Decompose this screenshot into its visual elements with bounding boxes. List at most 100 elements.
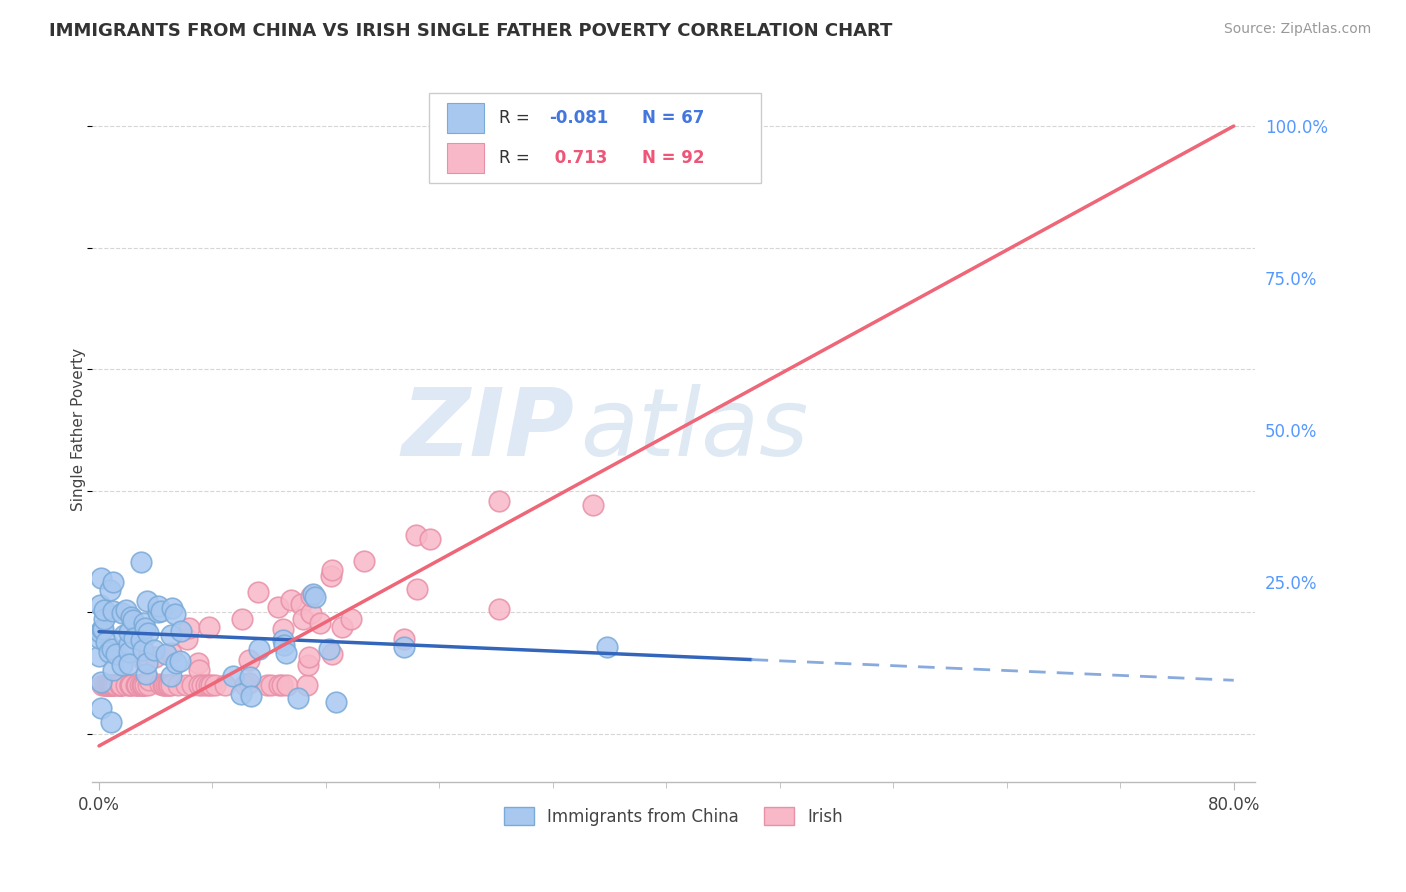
Point	[238, 653, 260, 667]
Point	[132, 678, 155, 692]
Point	[181, 678, 204, 692]
Point	[94, 634, 117, 648]
Point	[153, 678, 176, 692]
Point	[100, 678, 122, 692]
Point	[256, 678, 278, 692]
Point	[93, 612, 115, 626]
Point	[299, 606, 322, 620]
Point	[167, 678, 190, 692]
Point	[309, 616, 332, 631]
Point	[97, 678, 120, 692]
Point	[110, 678, 132, 692]
Text: Source: ZipAtlas.com: Source: ZipAtlas.com	[1223, 22, 1371, 37]
Point	[290, 597, 312, 611]
Text: IMMIGRANTS FROM CHINA VS IRISH SINGLE FATHER POVERTY CORRELATION CHART: IMMIGRANTS FROM CHINA VS IRISH SINGLE FA…	[49, 22, 893, 40]
Point	[160, 628, 183, 642]
Point	[101, 664, 124, 678]
Point	[97, 678, 120, 692]
Point	[267, 678, 290, 692]
Point	[339, 612, 361, 626]
Point	[96, 678, 118, 692]
Point	[318, 642, 340, 657]
Point	[176, 632, 198, 646]
Point	[229, 687, 252, 701]
Point	[488, 494, 510, 508]
Point	[148, 599, 170, 614]
Point	[87, 649, 110, 664]
Point	[90, 571, 112, 585]
Point	[299, 589, 322, 603]
Point	[233, 678, 256, 692]
Point	[100, 678, 122, 692]
Point	[191, 678, 214, 692]
Point	[238, 675, 260, 690]
Point	[149, 604, 172, 618]
Point	[165, 656, 187, 670]
Point	[271, 622, 294, 636]
Point	[194, 678, 217, 692]
Point	[155, 678, 177, 692]
Point	[321, 569, 343, 583]
Point	[200, 678, 222, 692]
Point	[118, 637, 141, 651]
Point	[179, 621, 201, 635]
Point	[103, 678, 125, 692]
Point	[104, 648, 127, 662]
Point	[169, 654, 191, 668]
Point	[214, 678, 236, 692]
Point	[91, 678, 114, 692]
Point	[90, 674, 112, 689]
Legend: Immigrants from China, Irish: Immigrants from China, Irish	[496, 799, 851, 834]
Point	[298, 649, 321, 664]
Point	[100, 714, 122, 729]
Text: -0.081: -0.081	[548, 109, 609, 127]
Point	[155, 648, 177, 662]
Point	[170, 624, 193, 638]
Point	[188, 678, 211, 692]
Point	[146, 605, 169, 619]
Point	[353, 554, 375, 568]
Point	[129, 632, 152, 647]
Point	[405, 527, 427, 541]
Point	[138, 673, 160, 687]
Point	[260, 678, 283, 692]
Bar	[447, 103, 484, 133]
Point	[125, 678, 148, 692]
Point	[136, 656, 159, 670]
Point	[406, 582, 429, 596]
Point	[198, 620, 221, 634]
Point	[134, 678, 156, 692]
Point	[222, 669, 245, 683]
Point	[118, 624, 141, 639]
Point	[143, 643, 166, 657]
Text: ZIP: ZIP	[402, 384, 575, 476]
Point	[101, 604, 124, 618]
Point	[162, 600, 184, 615]
Point	[287, 690, 309, 705]
Point	[392, 640, 415, 654]
Point	[488, 602, 510, 616]
Point	[273, 638, 295, 652]
Point	[125, 678, 148, 692]
Point	[274, 646, 297, 660]
Point	[131, 643, 153, 657]
Point	[118, 657, 141, 672]
Point	[112, 627, 135, 641]
Point	[297, 658, 319, 673]
Point	[91, 622, 114, 636]
Point	[238, 670, 260, 684]
Point	[93, 602, 115, 616]
Point	[103, 678, 125, 692]
Point	[157, 678, 180, 692]
Point	[98, 582, 121, 597]
Point	[330, 619, 353, 633]
Point	[321, 563, 343, 577]
Point	[157, 678, 180, 692]
Point	[136, 594, 159, 608]
Point	[596, 640, 619, 655]
Bar	[447, 144, 484, 173]
Point	[114, 603, 136, 617]
Point	[392, 632, 415, 647]
Point	[105, 678, 128, 692]
Point	[582, 498, 605, 512]
